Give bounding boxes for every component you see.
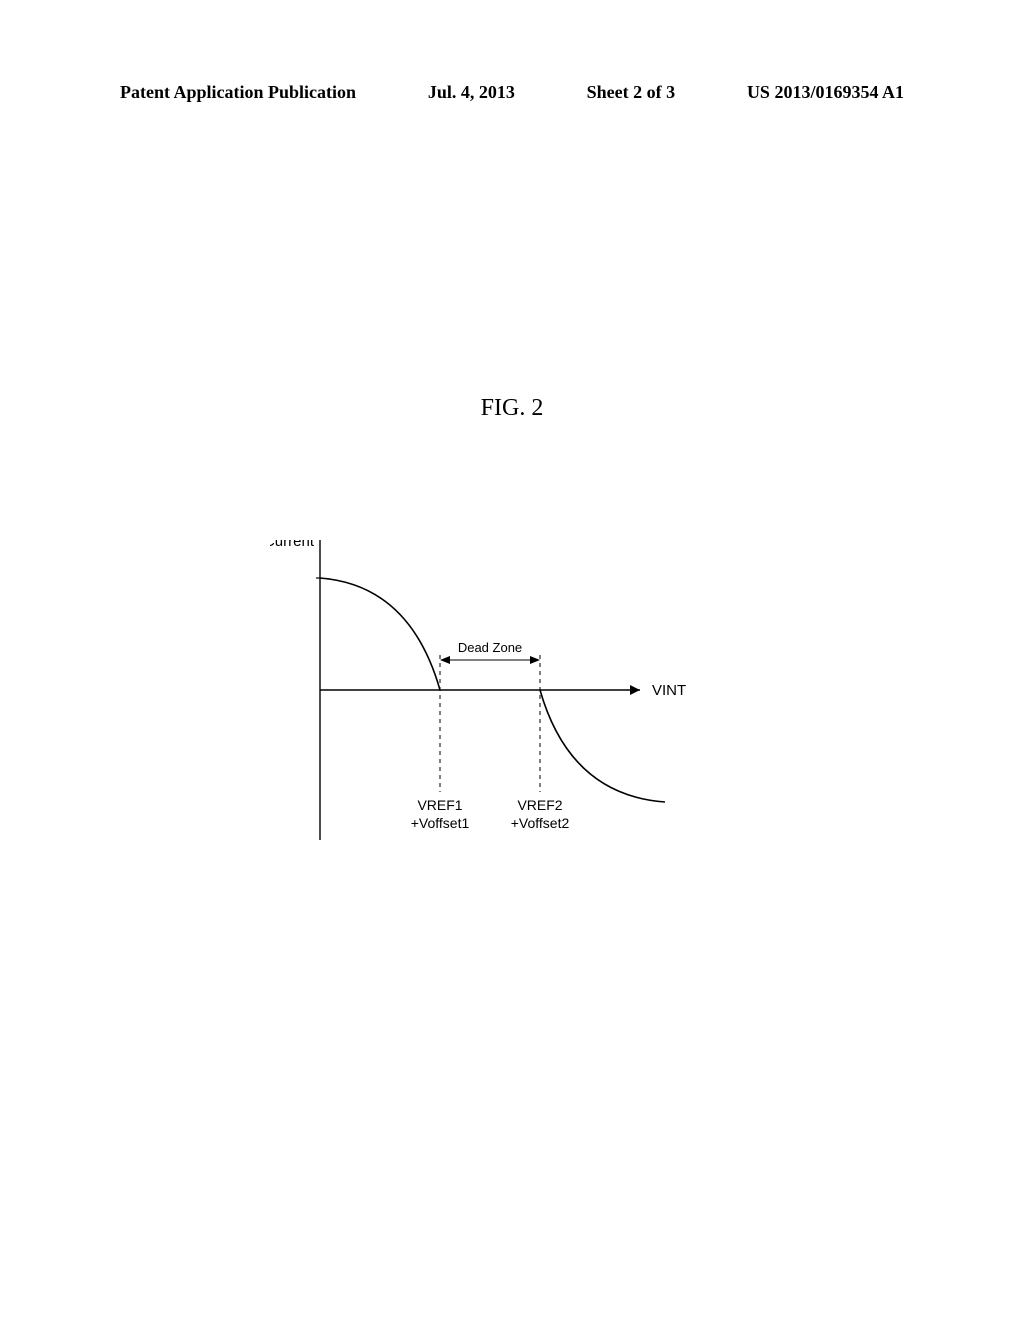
pub-date: Jul. 4, 2013 (428, 82, 515, 103)
voltage-current-chart: Current VINT Dead Zone VREF1 +Voffset1 V… (270, 540, 730, 870)
x-axis-arrow (630, 685, 640, 695)
pub-type: Patent Application Publication (120, 82, 356, 103)
vref2-label-line1: VREF2 (517, 797, 562, 813)
y-axis-label: Current (270, 540, 315, 550)
figure-title: FIG. 2 (0, 395, 1024, 422)
pub-number: US 2013/0169354 A1 (747, 82, 904, 103)
vref1-label-line2: +Voffset1 (411, 815, 470, 831)
x-axis-label: VINT (652, 682, 686, 699)
lower-curve (540, 690, 665, 802)
sheet-number: Sheet 2 of 3 (587, 82, 676, 103)
patent-header: Patent Application Publication Jul. 4, 2… (120, 82, 904, 103)
upper-curve (320, 578, 440, 690)
vref2-label-line2: +Voffset2 (511, 815, 570, 831)
deadzone-label: Dead Zone (458, 640, 522, 655)
deadzone-arrow-left (440, 656, 450, 664)
vref1-label-line1: VREF1 (417, 797, 462, 813)
deadzone-arrow-right (530, 656, 540, 664)
